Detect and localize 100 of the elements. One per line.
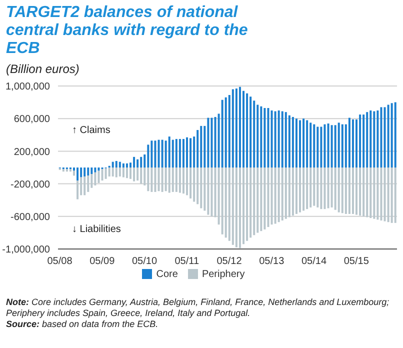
bar: [190, 138, 192, 168]
bar: [76, 180, 79, 200]
bar: [246, 168, 248, 241]
bar: [182, 168, 184, 194]
bar: [302, 118, 305, 168]
bar: [264, 168, 266, 230]
bar: [200, 168, 202, 208]
bar: [274, 111, 276, 168]
bar: [164, 168, 167, 192]
bar: [221, 100, 224, 168]
bar: [98, 168, 100, 171]
x-tick-label: 05/13: [259, 256, 285, 268]
bar: [186, 168, 188, 196]
x-tick-label: 05/11: [174, 256, 200, 268]
bar: [380, 168, 382, 220]
bar: [73, 170, 76, 176]
bar: [324, 168, 326, 210]
bar: [288, 168, 290, 218]
bar: [158, 140, 160, 168]
bar: [238, 168, 241, 248]
bar: [384, 107, 386, 168]
bar: [147, 168, 150, 192]
bar: [278, 168, 280, 222]
bar: [238, 86, 241, 168]
bar: [260, 106, 262, 168]
bar: [161, 168, 164, 192]
bar: [376, 110, 379, 168]
y-tick-label: 1,000,000: [6, 82, 50, 93]
bar: [267, 108, 270, 168]
bar: [210, 168, 213, 216]
bar: [122, 163, 124, 168]
bar: [147, 144, 150, 168]
bar: [112, 168, 114, 176]
bar: [338, 122, 340, 168]
chart-subtitle: (Billion euros): [5, 61, 80, 76]
bar: [104, 168, 107, 179]
bar: [126, 163, 128, 168]
bar: [295, 118, 298, 168]
source-note: Source: based on data from the ECB.: [6, 319, 160, 330]
y-tick-label: -200,000: [10, 179, 50, 190]
bar: [232, 89, 234, 168]
bar: [327, 168, 330, 208]
bar: [352, 119, 354, 168]
bar: [224, 97, 227, 168]
bar: [278, 110, 280, 168]
bar: [161, 140, 164, 168]
annotation: ↑ Claims: [72, 125, 110, 136]
bar: [320, 126, 322, 168]
bar: [207, 168, 210, 215]
bar: [270, 168, 273, 225]
bar: [207, 118, 210, 168]
bar: [66, 169, 68, 172]
bar: [334, 125, 336, 168]
y-tick-label: 200,000: [14, 146, 50, 158]
chart-title: TARGET2 balances of national central banks with regard to the ECB: [5, 3, 249, 58]
bar: [228, 168, 230, 241]
bar: [126, 168, 128, 178]
bar: [387, 168, 390, 222]
bar: [94, 172, 96, 186]
x-tick-label: 05/08: [47, 256, 73, 268]
bar: [341, 124, 344, 168]
bar: [232, 168, 234, 245]
bar: [87, 168, 90, 176]
x-tick-label: 05/12: [216, 256, 242, 268]
bar: [292, 168, 294, 216]
bar: [352, 168, 354, 214]
bar: [154, 140, 156, 168]
bar: [387, 104, 390, 168]
bar: [158, 168, 160, 192]
bar: [256, 168, 259, 233]
bar: [190, 168, 192, 198]
bar: [316, 168, 319, 208]
bar: [356, 168, 358, 215]
bar: [130, 168, 132, 179]
bar: [288, 115, 290, 168]
bar: [373, 111, 376, 168]
bar: [178, 138, 181, 168]
legend-label: Periphery: [202, 269, 245, 280]
bar: [224, 168, 227, 238]
bar: [306, 120, 308, 168]
bar: [98, 170, 100, 183]
bar: [221, 168, 224, 234]
bar: [313, 124, 316, 168]
bar: [154, 168, 156, 192]
bar: [94, 168, 96, 172]
bar: [295, 168, 298, 214]
bar: [108, 168, 110, 176]
bar: [373, 168, 376, 219]
bar: [69, 169, 72, 172]
bar: [210, 118, 213, 168]
bar: [260, 168, 262, 232]
bar: [366, 168, 368, 218]
bar: [281, 111, 284, 168]
bar: [324, 124, 326, 168]
bar: [310, 122, 312, 168]
bar: [136, 159, 139, 168]
bar: [390, 168, 393, 223]
bar: [390, 103, 393, 168]
bar: [348, 168, 350, 214]
bar: [133, 168, 136, 182]
